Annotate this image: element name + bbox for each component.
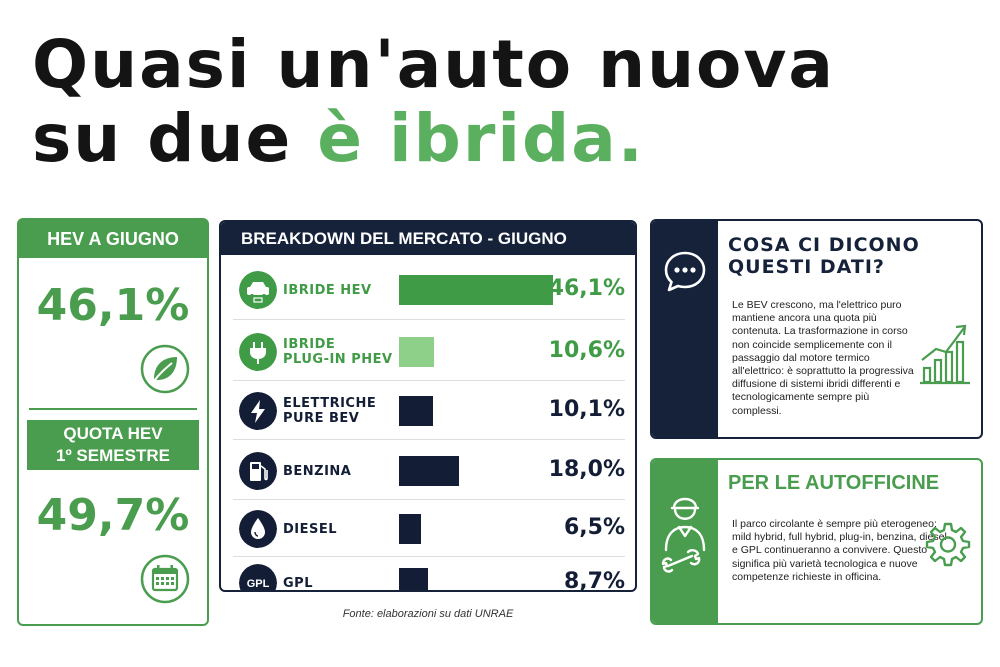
category-label-line: ELETTRICHE: [283, 396, 377, 411]
category-label-line: IBRIDE: [283, 337, 336, 352]
headline-line-2: su due è ibrida.: [32, 102, 835, 176]
svg-text:GPL: GPL: [247, 578, 270, 590]
headline-line-2-start: su due: [32, 100, 318, 177]
category-label-line: BENZINA: [283, 463, 352, 479]
category-label: IBRIDE HEV: [283, 283, 372, 298]
source-note: Fonte: elaborazioni su dati UNRAE: [342, 608, 514, 620]
workshop-sidebar: [652, 460, 718, 623]
workshop-title: PER LE AUTOFFICINE: [728, 472, 940, 494]
chart-row: IBRIDE HEV 46,1%: [233, 260, 625, 320]
gear-icon: [925, 522, 971, 567]
bar: [399, 568, 428, 590]
category-label-line: IBRIDE HEV: [283, 282, 372, 298]
category-label: GPL: [283, 576, 313, 591]
chart-row: BENZINA 18,0%: [233, 442, 625, 500]
market-breakdown-chart: BREAKDOWN DEL MERCATO - GIUGNO IBRIDE HE…: [219, 220, 637, 592]
calendar-icon: [140, 554, 190, 604]
quota-label-line-1: QUOTA HEV: [63, 424, 163, 443]
value-label: 18,0%: [548, 457, 625, 482]
chart-row: ELETTRICHE PURE BEV 10,1%: [233, 382, 625, 440]
insight-title-line-1: COSA CI DICONO: [728, 234, 920, 256]
stats-divider: [29, 408, 197, 410]
plug-icon: [239, 333, 277, 371]
fuel-pump-icon: [239, 452, 277, 490]
workshop-text: Il parco circolante è sempre più eteroge…: [732, 518, 947, 583]
category-label: DIESEL: [283, 522, 337, 537]
quota-semester-value: 49,7%: [36, 490, 190, 541]
bar: [399, 275, 553, 305]
hev-june-value: 46,1%: [36, 280, 190, 331]
chart-row: IBRIDE PLUG-IN PHEV 10,6%: [233, 323, 625, 381]
bar: [399, 396, 433, 426]
chart-row: DIESEL 6,5%: [233, 501, 625, 557]
chart-title: BREAKDOWN DEL MERCATO - GIUGNO: [221, 222, 635, 255]
insight-title: COSA CI DICONO QUESTI DATI?: [728, 234, 920, 278]
fuel-drop-icon: [239, 510, 277, 548]
chat-bubble-icon: [664, 251, 706, 292]
insight-text: Le BEV crescono, ma l'elettrico puro man…: [732, 299, 914, 417]
quota-label-line-2: 1º SEMESTRE: [56, 446, 170, 465]
bar: [399, 456, 459, 486]
category-label: IBRIDE PLUG-IN PHEV: [283, 337, 393, 367]
headline: Quasi un'auto nuova su due è ibrida.: [32, 28, 835, 176]
value-label: 10,6%: [548, 338, 625, 363]
lightning-icon: [239, 392, 277, 430]
category-label-line: DIESEL: [283, 521, 338, 537]
mechanic-icon: [661, 497, 706, 573]
bar: [399, 337, 434, 367]
insight-card: COSA CI DICONO QUESTI DATI? Le BEV cresc…: [650, 219, 983, 439]
gpl-icon: GPL: [239, 564, 277, 590]
hev-stats-card: HEV A GIUGNO 46,1% QUOTA HEV 1º SEMESTRE…: [17, 218, 209, 626]
quota-semester-label: QUOTA HEV 1º SEMESTRE: [27, 420, 199, 470]
leaf-icon: [140, 344, 190, 394]
bar: [399, 514, 421, 544]
workshop-card: PER LE AUTOFFICINE Il parco circolante è…: [650, 458, 983, 625]
hev-june-label: HEV A GIUGNO: [19, 220, 207, 258]
insight-title-line-2: QUESTI DATI?: [728, 256, 885, 278]
category-label: BENZINA: [283, 464, 351, 479]
category-label-line: PLUG-IN PHEV: [283, 352, 393, 367]
value-label: 8,7%: [563, 569, 625, 592]
value-label: 10,1%: [548, 397, 625, 422]
headline-line-1: Quasi un'auto nuova: [32, 26, 835, 103]
value-label: 46,1%: [548, 276, 625, 301]
chart-row: GPL GPL 8,7%: [233, 558, 625, 592]
growth-chart-icon: [920, 324, 970, 385]
value-label: 6,5%: [563, 515, 625, 540]
category-label-line: GPL: [283, 575, 313, 591]
headline-highlight: è ibrida.: [317, 100, 645, 177]
category-label-line: PURE BEV: [283, 411, 360, 426]
category-label: ELETTRICHE PURE BEV: [283, 396, 376, 426]
insight-sidebar: [652, 221, 718, 437]
car-icon: [239, 271, 277, 309]
